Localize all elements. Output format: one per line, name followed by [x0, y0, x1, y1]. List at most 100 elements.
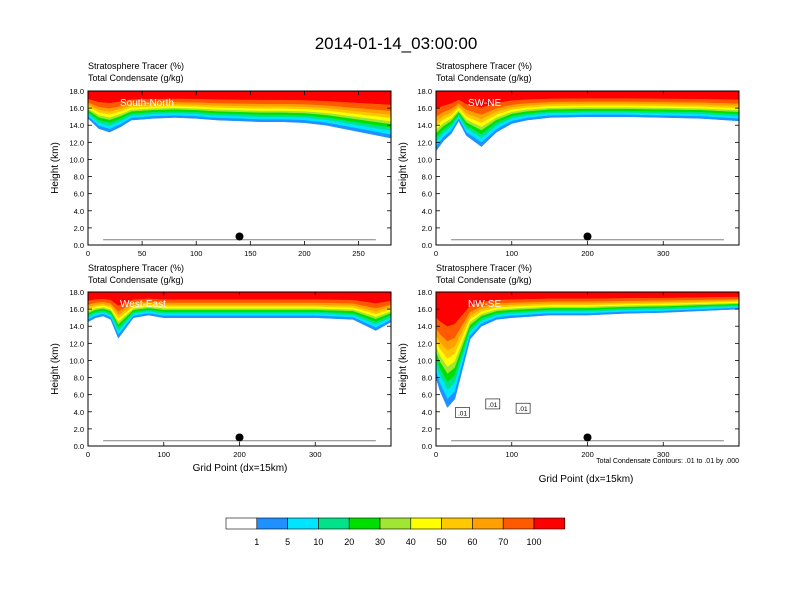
y-axis-label: Height (km)	[398, 343, 409, 395]
y-tick-label: 6.0	[422, 391, 432, 400]
location-marker	[235, 232, 244, 241]
panel-title: West-East	[120, 299, 166, 310]
y-tick-label: 4.0	[422, 408, 432, 417]
contour-label-box	[515, 402, 531, 414]
tracer-band	[436, 114, 739, 152]
x-tick-label: 0	[86, 249, 90, 258]
x-tick-label: 200	[233, 450, 246, 459]
x-tick-label: 100	[157, 450, 170, 459]
y-tick-label: 2.0	[422, 224, 432, 233]
y-tick-label: 16.0	[417, 104, 432, 113]
x-tick-label: 0	[434, 249, 438, 258]
x-tick-label: 0	[434, 450, 438, 459]
y-tick-label: 8.0	[74, 173, 84, 182]
colorbar-swatch	[472, 517, 504, 530]
colorbar: 1 5 10 20 30 40 50 60 70 100	[225, 517, 566, 547]
colorbar-swatch	[533, 517, 566, 530]
x-tick-label: 300	[657, 450, 670, 459]
y-tick-label: 10.0	[69, 356, 84, 365]
y-tick-label: 2.0	[74, 425, 84, 434]
x-tick-label: 200	[298, 249, 311, 258]
y-tick-label: 2.0	[422, 425, 432, 434]
y-tick-label: 10.0	[69, 155, 84, 164]
tracer-field	[436, 91, 739, 241]
colorbar-swatch	[256, 517, 288, 530]
x-tick-label: 200	[581, 450, 594, 459]
y-tick-label: 2.0	[74, 224, 84, 233]
location-marker	[583, 232, 592, 241]
tracer-band	[88, 115, 391, 139]
y-tick-label: 0.0	[422, 442, 432, 451]
panel-nw-se: 0.0 2.0 4.0 6.0 8.0 10.0 12.0 14.0 16.0 18.0 0 100 2…	[417, 288, 740, 459]
y-tick-label: 0.0	[74, 241, 84, 250]
y-tick-label: 14.0	[417, 121, 432, 130]
y-axis-label: Height (km)	[398, 142, 409, 194]
y-tick-label: 4.0	[74, 207, 84, 216]
contour-label: .01	[458, 410, 467, 417]
panel-title: South-North	[120, 98, 174, 109]
panel-west-east: 0.0 2.0 4.0 6.0 8.0 10.0 12.0 14.0 16.0 18.0 0 100 2…	[69, 288, 392, 459]
colorbar-label: 1	[254, 537, 259, 547]
colorbar-label: 50	[437, 537, 447, 547]
x-tick-label: 300	[657, 249, 670, 258]
x-tick-label: 300	[309, 450, 322, 459]
contour-label: .01	[488, 402, 497, 409]
y-tick-label: 12.0	[69, 339, 84, 348]
x-tick-label: 100	[190, 249, 203, 258]
y-tick-label: 18.0	[69, 288, 84, 297]
colorbar-label: 40	[406, 537, 416, 547]
y-tick-label: 0.0	[74, 442, 84, 451]
colorbar-label: 10	[313, 537, 323, 547]
colorbar-swatch	[379, 517, 412, 530]
y-tick-label: 14.0	[69, 322, 84, 331]
plot-frame	[87, 90, 392, 246]
panel-header-line1: Stratosphere Tracer (%)	[436, 263, 532, 273]
y-tick-label: 8.0	[422, 374, 432, 383]
colorbar-label: 30	[375, 537, 385, 547]
contour-label: .01	[519, 406, 528, 413]
panel-sw-ne: 0.0 2.0 4.0 6.0 8.0 10.0 12.0 14.0 16.0 18.0 0 100 2…	[417, 87, 740, 258]
y-tick-label: 14.0	[69, 121, 84, 130]
contour-footnote: Total Condensate Contours: .01 to .01 by…	[596, 458, 739, 465]
colorbar-swatch	[225, 517, 258, 530]
panel-header-line2: Total Condensate (g/kg)	[436, 275, 532, 285]
panel-header-line2: Total Condensate (g/kg)	[88, 275, 184, 285]
x-tick-label: 100	[505, 249, 518, 258]
x-tick-label: 150	[244, 249, 257, 258]
panel-header-line1: Stratosphere Tracer (%)	[88, 263, 184, 273]
y-tick-label: 16.0	[69, 104, 84, 113]
y-tick-label: 8.0	[422, 173, 432, 182]
y-tick-label: 18.0	[417, 288, 432, 297]
y-tick-label: 10.0	[417, 356, 432, 365]
x-tick-label: 50	[138, 249, 146, 258]
y-tick-label: 10.0	[417, 155, 432, 164]
colorbar-swatch	[318, 517, 350, 530]
x-axis-label: Grid Point (dx=15km)	[539, 474, 634, 485]
colorbar-label: 100	[526, 537, 541, 547]
y-tick-label: 18.0	[417, 87, 432, 96]
y-tick-label: 6.0	[74, 190, 84, 199]
colorbar-swatch	[410, 517, 442, 530]
colorbar-swatch	[287, 517, 319, 530]
y-tick-label: 8.0	[74, 374, 84, 383]
tracer-field	[436, 292, 739, 442]
y-tick-label: 16.0	[417, 305, 432, 314]
tracer-field	[88, 91, 391, 241]
tracer-band	[436, 307, 739, 408]
y-axis-label: Height (km)	[50, 343, 61, 395]
colorbar-label: 20	[344, 537, 354, 547]
y-tick-label: 6.0	[74, 391, 84, 400]
contour-label-box	[455, 407, 470, 418]
x-tick-label: 250	[352, 249, 365, 258]
y-tick-label: 12.0	[69, 138, 84, 147]
panel-header-line1: Stratosphere Tracer (%)	[436, 61, 532, 71]
colorbar-label: 70	[498, 537, 508, 547]
y-tick-label: 4.0	[74, 408, 84, 417]
colorbar-label: 5	[285, 537, 290, 547]
tracer-band	[88, 313, 391, 339]
colorbar-swatch	[348, 517, 381, 530]
y-tick-label: 16.0	[69, 305, 84, 314]
colorbar-swatch	[502, 517, 535, 530]
panel-title: SW-NE	[468, 98, 501, 109]
